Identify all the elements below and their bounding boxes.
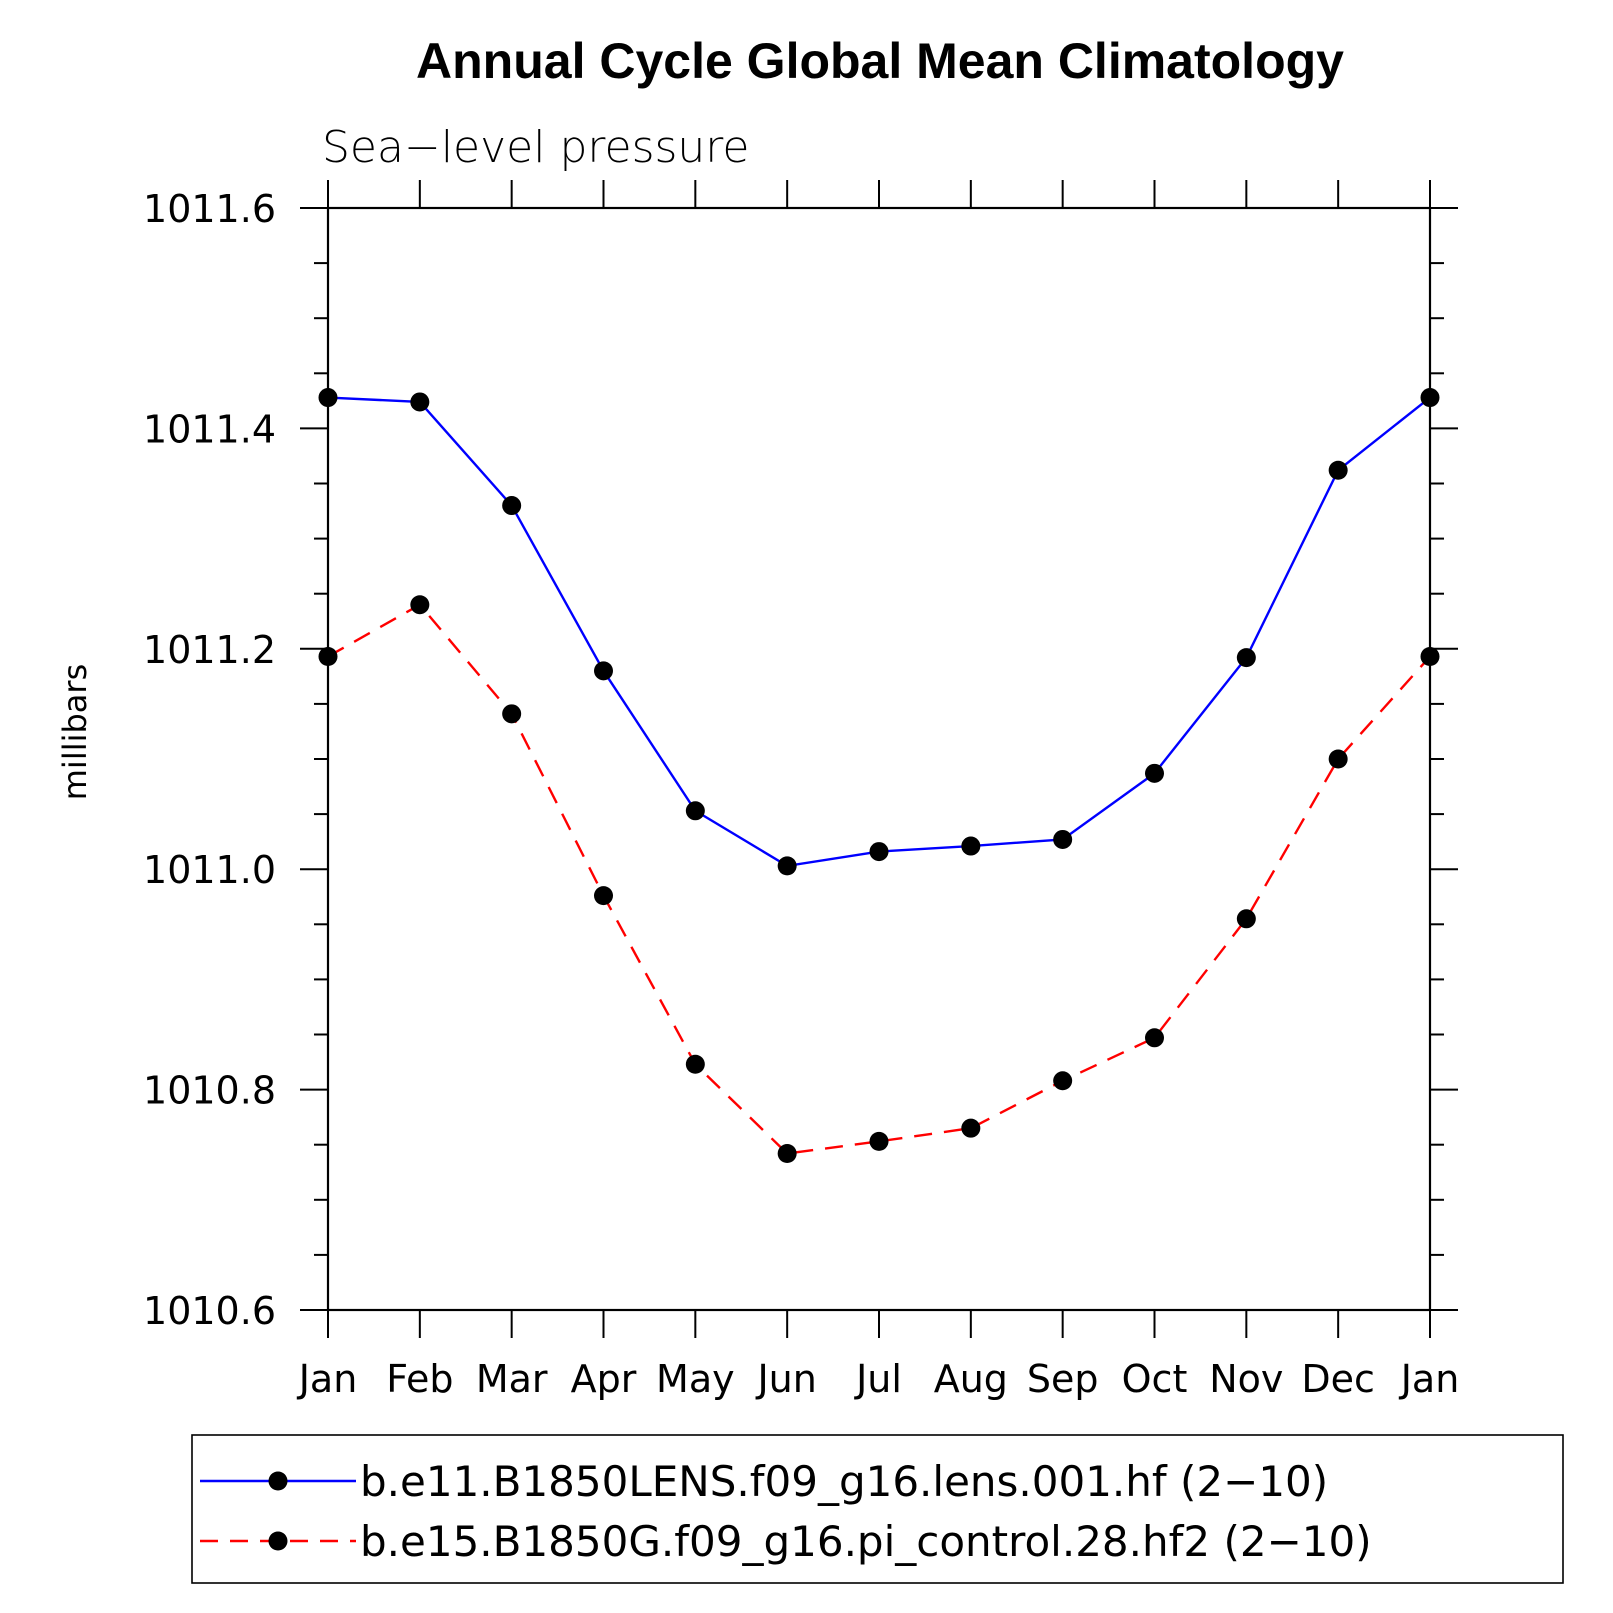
x-tick-label: Dec bbox=[1301, 1357, 1375, 1401]
series-1 bbox=[318, 388, 1440, 876]
legend-entry-1: b.e11.B1850LENS.f09_g16.lens.001.hf (2−1… bbox=[200, 1457, 1328, 1506]
legend-entry-2: b.e15.B1850G.f09_g16.pi_control.28.hf2 (… bbox=[200, 1517, 1372, 1566]
x-tick-label: Feb bbox=[386, 1357, 453, 1401]
data-point bbox=[1145, 763, 1164, 783]
data-point bbox=[961, 1118, 981, 1138]
data-point bbox=[1053, 829, 1073, 849]
x-tick-label: Jul bbox=[854, 1357, 902, 1401]
plot-axes bbox=[300, 180, 1458, 1338]
data-point bbox=[502, 704, 522, 724]
data-point bbox=[777, 1144, 797, 1164]
x-tick-label: Oct bbox=[1122, 1357, 1188, 1401]
x-tick-label: Mar bbox=[476, 1357, 548, 1401]
data-point bbox=[1328, 460, 1348, 480]
legend-marker bbox=[268, 1531, 288, 1551]
data-point bbox=[1420, 388, 1440, 408]
y-tick-label: 1010.8 bbox=[143, 1069, 276, 1113]
x-tick-label: Sep bbox=[1027, 1357, 1099, 1401]
series-layer bbox=[318, 388, 1440, 1164]
data-point bbox=[318, 388, 338, 408]
data-point bbox=[1145, 1028, 1164, 1048]
legend-entries: b.e11.B1850LENS.f09_g16.lens.001.hf (2−1… bbox=[200, 1457, 1372, 1566]
x-tick-labels: Jan Feb Mar Apr May Jun Jul Aug Sep Oct Nov Dec Jan bbox=[297, 1357, 1460, 1401]
y-axis-label: millibars bbox=[56, 664, 94, 800]
x-tick-label: Nov bbox=[1209, 1357, 1283, 1401]
legend-box bbox=[191, 1434, 1564, 1584]
data-point bbox=[410, 392, 430, 412]
data-point bbox=[777, 856, 797, 876]
data-point bbox=[410, 595, 430, 615]
data-point bbox=[869, 842, 889, 862]
legend-label: b.e11.B1850LENS.f09_g16.lens.001.hf (2−1… bbox=[360, 1457, 1328, 1506]
x-tick-label: Jan bbox=[297, 1357, 358, 1401]
y-tick-label: 1011.0 bbox=[143, 848, 276, 892]
legend-marker bbox=[268, 1471, 288, 1491]
data-point bbox=[961, 836, 981, 856]
chart-subtitle: Sea−level pressure bbox=[322, 122, 750, 173]
data-point bbox=[502, 496, 522, 516]
data-point bbox=[1236, 648, 1256, 668]
data-point bbox=[594, 661, 613, 681]
data-point bbox=[1328, 749, 1348, 769]
data-point bbox=[594, 886, 613, 906]
y-tick-labels: 1010.6 1010.8 1011.0 1011.2 1011.4 1011.6 bbox=[143, 187, 276, 1333]
x-tick-label: Apr bbox=[571, 1357, 637, 1401]
y-tick-label: 1011.4 bbox=[143, 407, 276, 451]
series-2 bbox=[318, 595, 1440, 1164]
data-point bbox=[685, 1054, 705, 1074]
chart-title: Annual Cycle Global Mean Climatology bbox=[416, 33, 1344, 89]
x-tick-label: Jun bbox=[755, 1357, 816, 1401]
legend-label: b.e15.B1850G.f09_g16.pi_control.28.hf2 (… bbox=[360, 1517, 1372, 1566]
data-point bbox=[1420, 647, 1440, 667]
y-tick-label: 1011.2 bbox=[143, 628, 276, 672]
x-tick-label: Aug bbox=[934, 1357, 1008, 1401]
data-point bbox=[869, 1131, 889, 1151]
series-line bbox=[327, 396, 1431, 868]
data-point bbox=[685, 801, 705, 821]
x-tick-label: May bbox=[656, 1357, 735, 1401]
data-point bbox=[318, 647, 338, 667]
x-tick-label: Jan bbox=[1399, 1357, 1460, 1401]
series-line bbox=[327, 603, 1431, 1155]
y-tick-label: 1011.6 bbox=[143, 187, 276, 231]
data-point bbox=[1053, 1071, 1073, 1091]
data-point bbox=[1236, 909, 1256, 929]
y-tick-label: 1010.6 bbox=[143, 1289, 276, 1333]
legend: b.e11.B1850LENS.f09_g16.lens.001.hf (2−1… bbox=[191, 1434, 1564, 1584]
